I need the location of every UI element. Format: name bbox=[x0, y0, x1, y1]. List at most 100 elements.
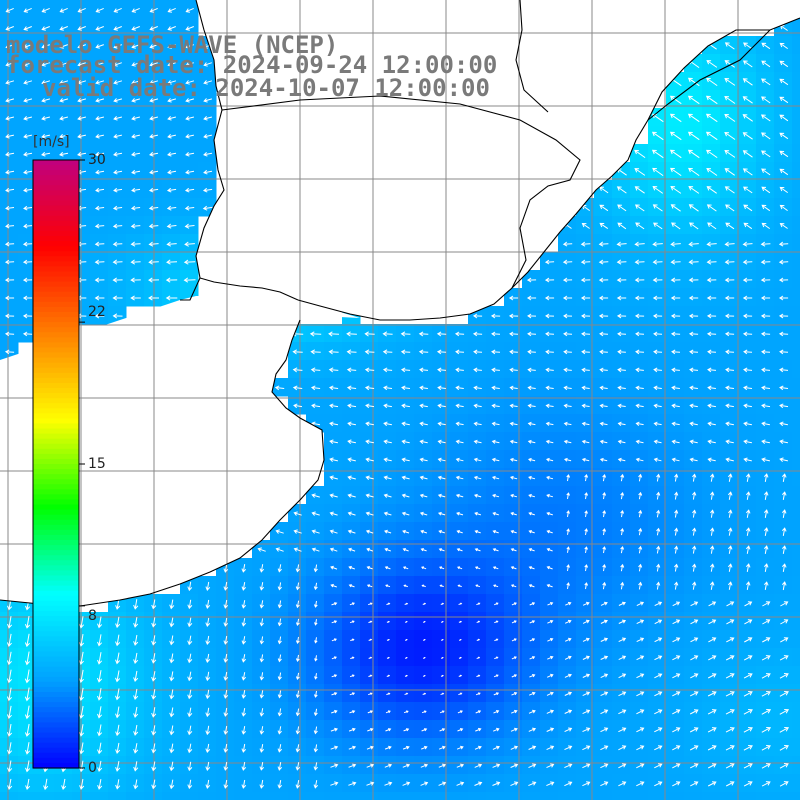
wind-speed-cell bbox=[558, 648, 577, 667]
wind-speed-cell bbox=[756, 594, 775, 613]
wind-speed-cell bbox=[450, 612, 469, 631]
wind-speed-cell bbox=[378, 738, 397, 757]
wind-arrow bbox=[383, 385, 393, 391]
wind-arrow bbox=[652, 167, 664, 177]
wind-arrow bbox=[331, 692, 338, 696]
wind-arrow bbox=[350, 656, 355, 660]
wind-speed-cell bbox=[414, 414, 433, 433]
wind-speed-cell bbox=[702, 666, 721, 685]
wind-speed-cell bbox=[342, 486, 361, 505]
colorbar-tick-label: 22 bbox=[88, 304, 106, 320]
wind-speed-cell bbox=[450, 324, 469, 343]
wind-arrow bbox=[656, 545, 661, 554]
wind-speed-cell bbox=[630, 486, 649, 505]
wind-arrow bbox=[202, 187, 213, 193]
wind-arrow bbox=[636, 673, 645, 679]
wind-arrow bbox=[456, 511, 464, 516]
colorbar-segment bbox=[33, 565, 79, 571]
wind-arrow bbox=[77, 44, 86, 49]
wind-speed-cell bbox=[756, 324, 775, 343]
wind-arrow bbox=[743, 763, 753, 769]
wind-arrow bbox=[383, 439, 392, 445]
wind-speed-cell bbox=[180, 720, 199, 739]
wind-arrow bbox=[634, 204, 645, 212]
wind-speed-cell bbox=[684, 612, 703, 631]
wind-arrow bbox=[97, 706, 103, 719]
wind-speed-cell bbox=[108, 144, 127, 163]
wind-arrow bbox=[24, 669, 30, 684]
wind-speed-cell bbox=[54, 792, 73, 800]
wind-arrow bbox=[133, 688, 139, 701]
wind-arrow bbox=[544, 277, 555, 283]
wind-arrow bbox=[508, 295, 519, 301]
wind-arrow bbox=[474, 781, 483, 786]
wind-speed-cell bbox=[306, 774, 325, 793]
wind-speed-cell bbox=[702, 378, 721, 397]
wind-speed-cell bbox=[684, 594, 703, 613]
wind-speed-cell bbox=[774, 756, 793, 775]
colorbar-segment bbox=[33, 702, 79, 708]
wind-speed-cell bbox=[720, 738, 739, 757]
wind-speed-cell bbox=[234, 792, 253, 800]
wind-arrow bbox=[618, 745, 627, 751]
wind-arrow bbox=[779, 186, 788, 194]
wind-speed-cell bbox=[792, 594, 800, 613]
wind-arrow bbox=[259, 636, 264, 645]
wind-arrow bbox=[546, 530, 553, 534]
wind-arrow bbox=[95, 62, 104, 67]
wind-speed-cell bbox=[738, 468, 757, 487]
wind-arrow bbox=[455, 349, 465, 355]
wind-arrow bbox=[41, 133, 51, 139]
wind-arrow bbox=[509, 457, 518, 462]
wind-speed-cell bbox=[666, 558, 685, 577]
wind-arrow bbox=[474, 530, 481, 534]
wind-speed-cell bbox=[648, 522, 667, 541]
wind-arrow bbox=[437, 367, 447, 373]
wind-speed-cell bbox=[630, 720, 649, 739]
wind-speed-cell bbox=[288, 756, 307, 775]
wind-speed-cell bbox=[306, 738, 325, 757]
wind-speed-cell bbox=[162, 198, 181, 217]
wind-arrow bbox=[581, 439, 590, 444]
wind-arrow bbox=[403, 710, 409, 714]
wind-arrow bbox=[115, 688, 121, 701]
wind-speed-cell bbox=[270, 558, 289, 577]
wind-speed-cell bbox=[684, 414, 703, 433]
wind-arrow bbox=[546, 781, 555, 787]
wind-speed-cell bbox=[144, 54, 163, 73]
wind-arrow bbox=[779, 745, 789, 751]
wind-arrow bbox=[22, 277, 33, 283]
wind-speed-cell bbox=[306, 576, 325, 595]
wind-arrow bbox=[364, 367, 375, 373]
wind-speed-cell bbox=[324, 360, 343, 379]
wind-arrow bbox=[670, 186, 682, 194]
wind-arrow bbox=[205, 617, 211, 628]
wind-arrow bbox=[97, 634, 103, 647]
wind-speed-cell bbox=[792, 558, 800, 577]
wind-arrow bbox=[638, 563, 643, 572]
wind-speed-cell bbox=[126, 36, 145, 55]
wind-arrow bbox=[742, 241, 753, 247]
wind-arrow bbox=[169, 671, 175, 682]
wind-speed-cell bbox=[666, 666, 685, 685]
wind-speed-cell bbox=[774, 414, 793, 433]
wind-speed-cell bbox=[558, 774, 577, 793]
wind-speed-cell bbox=[720, 450, 739, 469]
wind-speed-cell bbox=[720, 630, 739, 649]
wind-speed-cell bbox=[0, 36, 19, 55]
wind-arrow bbox=[475, 727, 482, 732]
wind-speed-cell bbox=[144, 738, 163, 757]
wind-arrow bbox=[383, 457, 392, 462]
wind-speed-cell bbox=[666, 306, 685, 325]
wind-arrow bbox=[725, 727, 735, 733]
wind-arrow bbox=[545, 439, 554, 444]
wind-speed-cell bbox=[504, 414, 523, 433]
wind-arrow bbox=[167, 80, 177, 85]
wind-arrow bbox=[456, 781, 465, 786]
wind-speed-cell bbox=[792, 306, 800, 325]
wind-arrow bbox=[475, 584, 481, 588]
wind-speed-cell bbox=[522, 324, 541, 343]
wind-arrow bbox=[328, 385, 339, 391]
colorbar-segment bbox=[33, 504, 79, 511]
wind-arrow bbox=[475, 692, 481, 696]
